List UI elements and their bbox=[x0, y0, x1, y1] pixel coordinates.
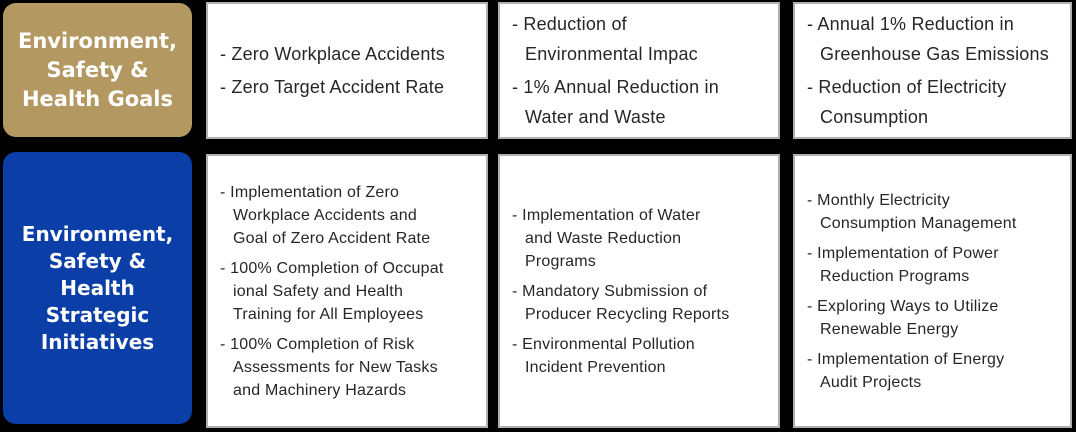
bullet-item: - Reduction of Electricity Consumption bbox=[807, 77, 1007, 127]
bullet-item: - Implementation of Zero Workplace Accid… bbox=[220, 183, 431, 247]
goals-cell-workplace-safety: - Zero Workplace Accidents - Zero Target … bbox=[206, 2, 488, 139]
initiatives-cell-workplace-safety: - Implementation of Zero Workplace Accid… bbox=[206, 154, 488, 428]
bullet-item: - Monthly Electricity Consumption Manage… bbox=[807, 191, 1017, 232]
bullet-item: - Implementation of Water and Waste Redu… bbox=[512, 206, 701, 270]
bullet-item: - 100% Completion of Risk Assessments fo… bbox=[220, 335, 438, 399]
initiatives-cell-environmental-impact: - Implementation of Water and Waste Redu… bbox=[498, 154, 780, 428]
bullet-item: - Zero Target Accident Rate bbox=[220, 77, 445, 97]
initiatives-cell-energy-emissions: - Monthly Electricity Consumption Manage… bbox=[793, 154, 1072, 428]
goals-row-header-label: Environment, Safety & Health Goals bbox=[17, 28, 177, 111]
bullet-item: - 100% Completion of Occupat ional Safet… bbox=[220, 259, 444, 323]
bullet-item: - Mandatory Submission of Producer Recyc… bbox=[512, 282, 730, 323]
bullet-item: - 1% Annual Reduction in Water and Waste bbox=[512, 77, 719, 127]
initiatives-row-header: Environment, Safety & Health Strategic I… bbox=[3, 152, 192, 424]
bullet-item: - Environmental Pollution Incident Preve… bbox=[512, 335, 695, 376]
bullet-item: - Exploring Ways to Utilize Renewable En… bbox=[807, 297, 999, 338]
initiatives-row-header-label: Environment, Safety & Health Strategic I… bbox=[21, 221, 174, 354]
bullet-item: - Zero Workplace Accidents bbox=[220, 44, 445, 64]
bullet-item: - Implementation of Energy Audit Project… bbox=[807, 350, 1005, 391]
bullet-item: - Annual 1% Reduction in Greenhouse Gas … bbox=[807, 14, 1049, 64]
goals-row-header: Environment, Safety & Health Goals bbox=[3, 3, 192, 137]
goals-cell-environmental-impact: - Reduction of Environmental Impac - 1% A… bbox=[498, 2, 780, 139]
bullet-item: - Reduction of Environmental Impac bbox=[512, 14, 698, 64]
bullet-item: - Implementation of Power Reduction Prog… bbox=[807, 244, 999, 285]
goals-cell-energy-emissions: - Annual 1% Reduction in Greenhouse Gas … bbox=[793, 2, 1072, 139]
